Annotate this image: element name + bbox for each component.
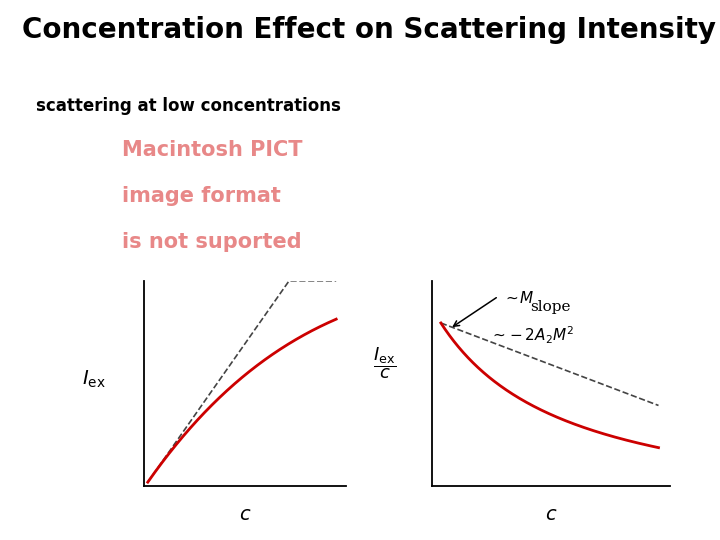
Text: $c$: $c$: [544, 506, 557, 524]
Text: Macintosh PICT: Macintosh PICT: [122, 140, 303, 160]
Text: $\sim\!-2A_2 M^2$: $\sim\!-2A_2 M^2$: [490, 325, 574, 346]
Text: $\dfrac{I_{\rm ex}}{c}$: $\dfrac{I_{\rm ex}}{c}$: [373, 345, 396, 381]
Text: image format: image format: [122, 186, 282, 206]
Text: Concentration Effect on Scattering Intensity: Concentration Effect on Scattering Inten…: [22, 16, 716, 44]
Text: $\sim\! M$: $\sim\! M$: [503, 291, 534, 306]
Text: $c$: $c$: [238, 506, 251, 524]
Text: $I_{\rm ex}$: $I_{\rm ex}$: [81, 369, 106, 390]
Text: is not suported: is not suported: [122, 232, 302, 252]
Text: scattering at low concentrations: scattering at low concentrations: [36, 97, 341, 115]
Text: slope: slope: [530, 300, 570, 314]
